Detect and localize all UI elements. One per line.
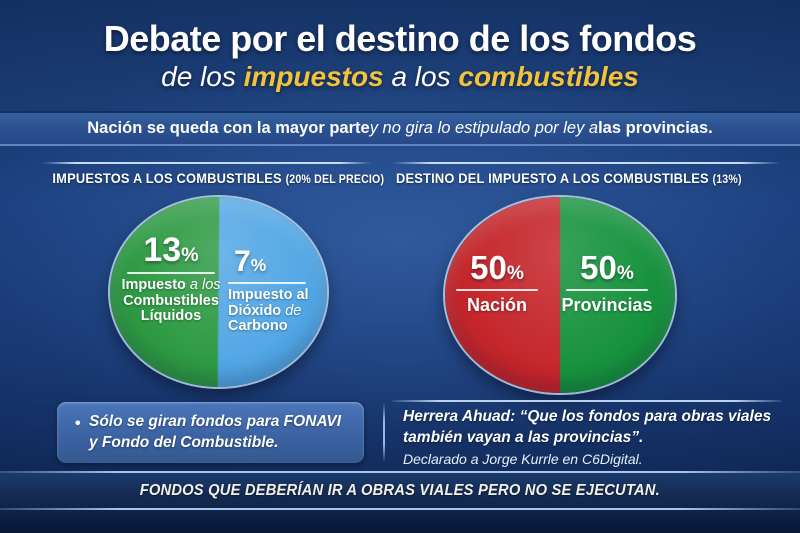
quote-line1: Herrera Ahuad: “Que los fondos para obra…	[403, 408, 772, 425]
pct-50-nacion: 50%	[470, 249, 524, 286]
fonavi-note-box: • Sólo se giran fondos para FONAVI y Fon…	[57, 402, 364, 463]
right-panel-header-text: DESTINO DEL IMPUESTO A LOS COMBUSTIBLES	[396, 170, 709, 186]
slice-label-nacion: 50% Nación	[447, 251, 547, 315]
main-title-line1: Debate por el destino de los fondos	[103, 18, 697, 59]
footer-bottom-rule	[0, 508, 800, 510]
main-title-line2: de los impuestos a los combustibles	[0, 60, 800, 93]
title-seg-plain1: de los	[161, 61, 244, 92]
subtitle-bold1: Nación se queda con la mayor parte	[87, 119, 370, 137]
quote-top-rule	[392, 400, 782, 402]
bullet-dot: •	[75, 415, 81, 432]
title-seg-highlight-impuestos: impuestos	[243, 61, 384, 92]
underline-13	[127, 272, 215, 274]
herrera-ahuad-quote: Herrera Ahuad: “Que los fondos para obra…	[403, 407, 795, 468]
right-header-rule	[392, 162, 780, 164]
pct-50-provincias: 50%	[580, 249, 634, 286]
left-panel-header: IMPUESTOS A LOS COMBUSTIBLES (20% DEL PR…	[38, 170, 384, 186]
underline-provincias	[566, 289, 648, 291]
tax-destination-pie-chart: 50% Nación 50% Provincias	[445, 197, 675, 393]
left-header-rule	[42, 162, 372, 164]
title-seg-plain2: a los	[383, 61, 459, 92]
subtitle-bold2: las provincias.	[598, 119, 713, 137]
left-panel-header-text: IMPUESTOS A LOS COMBUSTIBLES	[52, 170, 282, 186]
note-line2: y Fondo del Combustible.	[89, 434, 279, 451]
quote-line2: también vayan a las provincias”.	[403, 428, 644, 446]
note-line1: Sólo se giran fondos para FONAVI	[89, 413, 342, 430]
vertical-divider	[383, 403, 385, 462]
footer-below-strip	[0, 510, 800, 533]
subtitle-bar: Nación se queda con la mayor parte y no …	[0, 111, 800, 146]
underline-nacion	[456, 289, 538, 291]
right-panel-header: DESTINO DEL IMPUESTO A LOS COMBUSTIBLES …	[396, 170, 772, 186]
footer-text: FONDOS QUE DEBERÍAN IR A OBRAS VIALES PE…	[139, 481, 661, 499]
left-panel-header-note: (20% DEL PRECIO)	[285, 174, 385, 186]
footer-top-rule	[0, 471, 800, 473]
right-panel-header-note: (13%)	[712, 174, 742, 186]
subtitle-italic: y no gira lo estipulado por ley a	[369, 119, 599, 137]
slice-label-combustibles-liquidos: 13% Impuesto a los Combustibles Líquidos	[118, 233, 224, 325]
footer-bar: FONDOS QUE DEBERÍAN IR A OBRAS VIALES PE…	[0, 473, 800, 508]
slice-label-provincias: 50% Provincias	[557, 251, 657, 315]
fuel-taxes-pie-chart: 13% Impuesto a los Combustibles Líquidos…	[110, 197, 327, 387]
underline-7	[228, 282, 306, 284]
slice-label-dioxido-carbono: 7% Impuesto al Dióxido de Carbono	[228, 247, 320, 335]
quote-attribution: Declarado a Jorge Kurrle en C6Digital.	[403, 451, 643, 467]
pct-13: 13%	[143, 231, 199, 269]
title-seg-highlight-combustibles: combustibles	[458, 61, 639, 92]
pct-7: 7%	[234, 245, 267, 278]
